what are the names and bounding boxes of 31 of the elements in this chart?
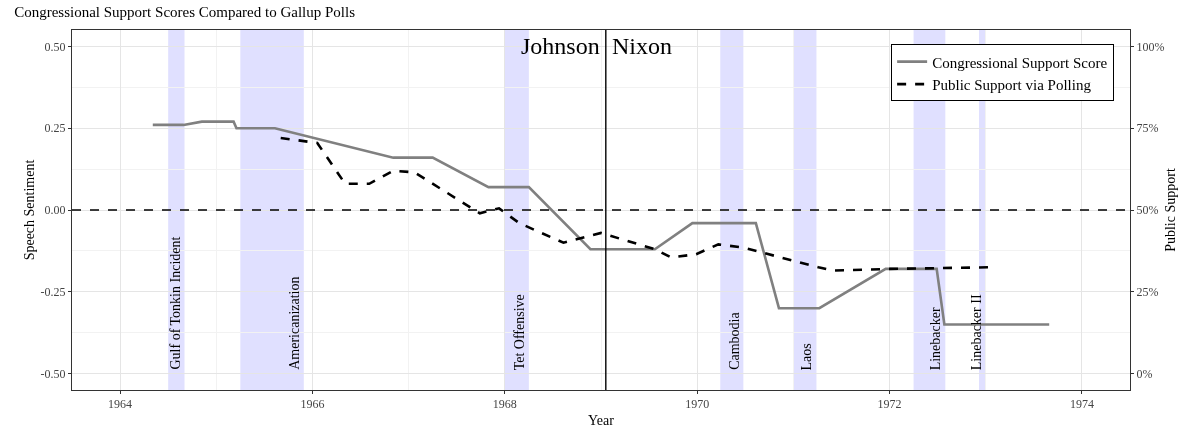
x-axis-title: Year xyxy=(588,412,615,428)
annotation: Johnson xyxy=(521,33,600,59)
legend-label: Public Support via Polling xyxy=(932,77,1092,93)
y-tick-label: -0.25 xyxy=(40,285,66,300)
x-tick-label: 1974 xyxy=(1069,397,1094,412)
y2-tick-label: 50% xyxy=(1136,203,1159,218)
y2-axis-title: Public Support xyxy=(1163,168,1178,252)
band-label: Gulf of Tonkin Incident xyxy=(167,236,183,370)
y-axis-title: Speech Sentiment xyxy=(22,159,37,261)
band-label: Tet Offensive xyxy=(512,294,528,371)
y-tick-label: 0.00 xyxy=(44,203,66,218)
band-label: Linebacker xyxy=(928,307,944,371)
y2-tick-label: 100% xyxy=(1136,39,1165,54)
chart-title: Congressional Support Scores Compared to Gallup Polls xyxy=(14,3,356,20)
x-tick-label: 1964 xyxy=(108,397,133,412)
y2-tick-label: 25% xyxy=(1136,285,1159,300)
x-tick-label: 1972 xyxy=(877,397,902,412)
y2-tick-label: 75% xyxy=(1136,121,1159,136)
band-label: Laos xyxy=(799,343,815,371)
x-tick-label: 1968 xyxy=(492,397,517,412)
annotation: Nixon xyxy=(612,33,672,59)
x-tick-label: 1970 xyxy=(685,397,710,412)
y-tick-label: 0.50 xyxy=(44,39,66,54)
band-label: Linebacker II xyxy=(969,294,985,371)
band-label: Americanization xyxy=(286,276,302,370)
band-label: Cambodia xyxy=(726,311,742,370)
y-tick-label: 0.25 xyxy=(44,121,66,136)
legend-label: Congressional Support Score xyxy=(932,54,1108,71)
x-tick-label: 1966 xyxy=(300,397,325,412)
y-tick-label: -0.50 xyxy=(40,366,66,381)
y2-tick-label: 0% xyxy=(1136,366,1153,381)
